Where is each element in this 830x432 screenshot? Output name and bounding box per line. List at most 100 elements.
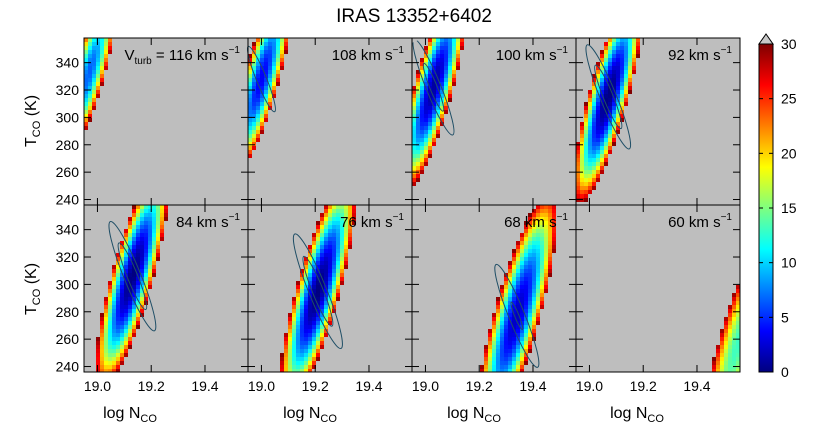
heatmap-cell: [588, 190, 592, 194]
heatmap-cell: [136, 241, 140, 245]
heatmap-cell: [132, 249, 136, 253]
panel-label: 108 km s−1: [332, 45, 405, 64]
heatmap-cell: [332, 289, 336, 293]
heatmap-cell: [344, 253, 348, 257]
heatmap-cell: [540, 305, 544, 309]
heatmap-cell: [304, 281, 308, 285]
heatmap-cell: [512, 349, 516, 353]
heatmap-cell: [620, 106, 624, 110]
heatmap-cell: [492, 329, 496, 333]
heatmap-cell: [112, 345, 116, 349]
heatmap-cell: [92, 42, 96, 46]
unit-superscript: −1: [393, 45, 405, 56]
heatmap-cell: [444, 110, 448, 114]
heatmap-cell: [440, 50, 444, 54]
heatmap-cell: [532, 261, 536, 265]
heatmap-cell: [96, 74, 100, 78]
heatmap-cell: [732, 321, 736, 325]
heatmap-cell: [332, 241, 336, 245]
heatmap-cell: [508, 361, 512, 365]
heatmap-cell: [264, 50, 268, 54]
heatmap-cell: [588, 98, 592, 102]
heatmap-cell: [596, 158, 600, 162]
heatmap-cell: [608, 130, 612, 134]
heatmap-cell: [728, 337, 732, 341]
heatmap-cell: [608, 122, 612, 126]
heatmap-cell: [120, 301, 124, 305]
y-tick-label: 240: [56, 359, 80, 375]
heatmap-cell: [252, 122, 256, 126]
heatmap-cell: [144, 213, 148, 217]
heatmap-cell: [304, 341, 308, 345]
heatmap-cell: [144, 297, 148, 301]
heatmap-cell: [592, 130, 596, 134]
heatmap-cell: [92, 90, 96, 94]
heatmap-cell: [312, 317, 316, 321]
heatmap-cell: [520, 273, 524, 277]
unit-superscript: −1: [721, 45, 733, 56]
heatmap-cell: [532, 285, 536, 289]
heatmap-cell: [724, 345, 728, 349]
heatmap-cell: [528, 297, 532, 301]
heatmap-cell: [728, 313, 732, 317]
vturb-value: 100 km s: [496, 47, 557, 64]
heatmap-cell: [312, 285, 316, 289]
heatmap-cell: [308, 245, 312, 249]
heatmap-cell: [304, 325, 308, 329]
heatmap-cell: [100, 341, 104, 345]
heatmap-cell: [256, 134, 260, 138]
heatmap-cell: [528, 317, 532, 321]
heatmap-cell: [440, 118, 444, 122]
heatmap-cell: [308, 369, 312, 372]
vturb-value: 68 km s: [504, 214, 557, 231]
heatmap-cell: [528, 233, 532, 237]
heatmap-cell: [628, 86, 632, 90]
heatmap-cell: [548, 217, 552, 221]
heatmap-cell: [132, 293, 136, 297]
heatmap-cell: [612, 122, 616, 126]
heatmap-cell: [300, 289, 304, 293]
heatmap-cell: [328, 289, 332, 293]
heatmap-cell: [296, 337, 300, 341]
x-axis-label-1: log NCO: [103, 405, 157, 425]
heatmap-cell: [332, 205, 336, 209]
heatmap-cell: [720, 365, 724, 369]
heatmap-cell: [452, 66, 456, 70]
contour-line: [510, 301, 524, 331]
heatmap-cell: [448, 50, 452, 54]
heatmap-cell: [552, 217, 556, 221]
heatmap-cell: [316, 281, 320, 285]
heatmap-cell: [512, 317, 516, 321]
heatmap-cell: [736, 321, 740, 325]
heatmap-cell: [88, 58, 92, 62]
heatmap-cell: [516, 285, 520, 289]
heatmap-cell: [108, 38, 112, 42]
heatmap-cell: [588, 130, 592, 134]
heatmap-cell: [508, 341, 512, 345]
heatmap-cell: [148, 209, 152, 213]
heatmap-cell: [440, 78, 444, 82]
heatmap-cell: [100, 46, 104, 50]
heatmap-cell: [444, 82, 448, 86]
heatmap-cell: [628, 70, 632, 74]
heatmap-cell: [324, 237, 328, 241]
heatmap-cell: [580, 154, 584, 158]
heatmap-cell: [604, 158, 608, 162]
heatmap-cell: [124, 229, 128, 233]
heatmap-cell: [512, 321, 516, 325]
heatmap-cell: [508, 297, 512, 301]
heatmap-cell: [420, 62, 424, 66]
heatmap-cell: [412, 94, 416, 98]
heatmap-cell: [316, 269, 320, 273]
heatmap-cell: [288, 313, 292, 317]
heatmap-cell: [496, 361, 500, 365]
heatmap-cell: [348, 213, 352, 217]
heatmap-cell: [732, 325, 736, 329]
heatmap-cell: [596, 110, 600, 114]
heatmap-cell: [504, 277, 508, 281]
heatmap-cell: [84, 82, 88, 86]
heatmap-cell: [256, 126, 260, 130]
heatmap-cell: [324, 301, 328, 305]
heatmap-cell: [124, 305, 128, 309]
heatmap-cell: [96, 62, 100, 66]
